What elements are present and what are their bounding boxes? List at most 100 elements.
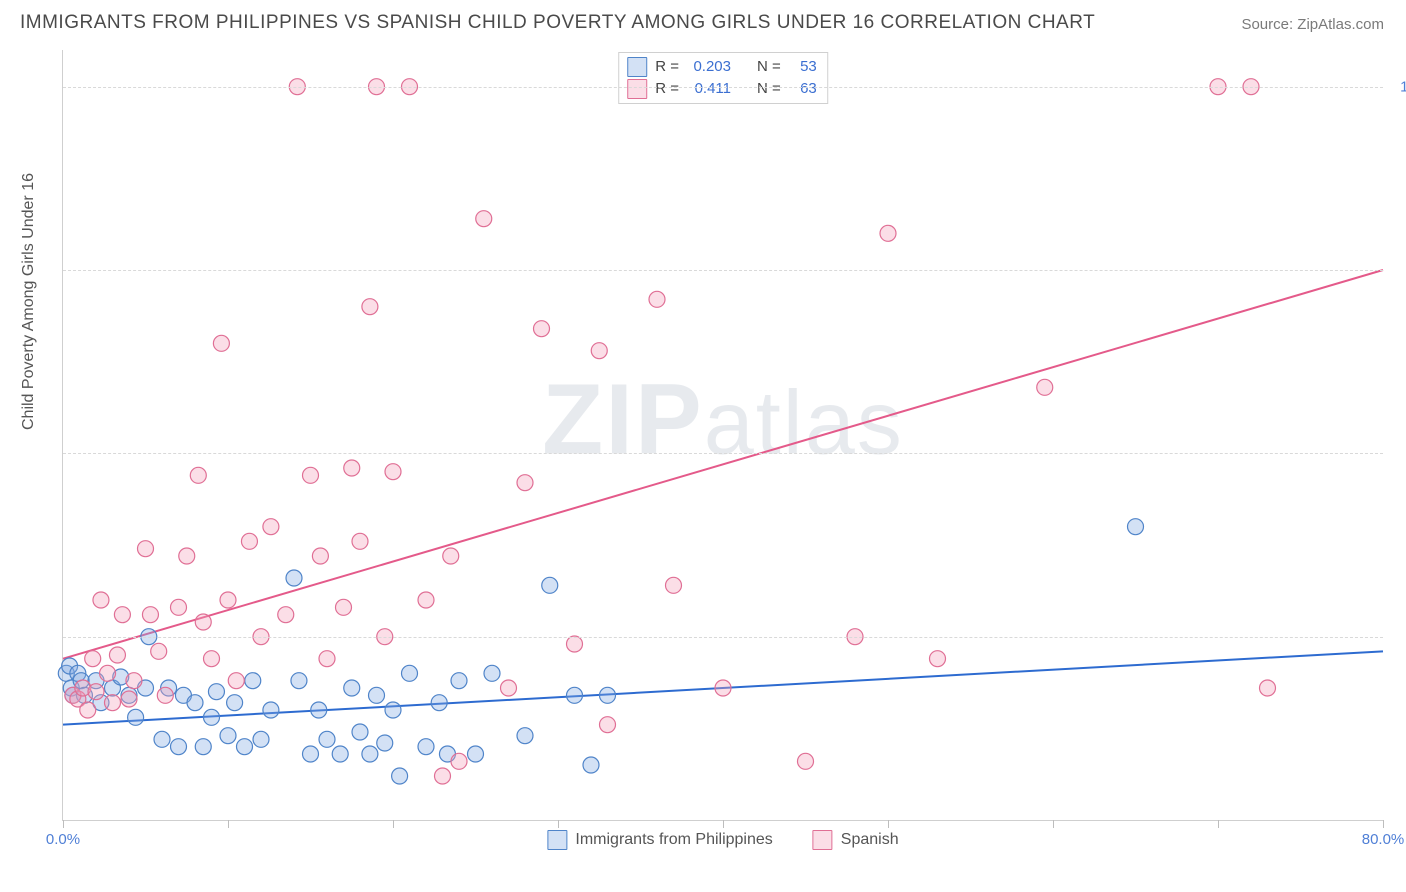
point-spanish [319, 651, 335, 667]
point-spanish [109, 647, 125, 663]
x-tick-label: 80.0% [1362, 831, 1405, 848]
chart-title: IMMIGRANTS FROM PHILIPPINES VS SPANISH C… [20, 12, 1095, 34]
point-spanish [517, 475, 533, 491]
point-spanish [443, 548, 459, 564]
series-legend-label: Immigrants from Philippines [575, 831, 772, 849]
point-philippines [402, 665, 418, 681]
point-philippines [344, 680, 360, 696]
point-philippines [392, 768, 408, 784]
point-philippines [121, 687, 137, 703]
point-philippines [204, 709, 220, 725]
series-legend-label: Spanish [841, 831, 899, 849]
legend-swatch-icon [627, 57, 647, 77]
x-tick [888, 820, 889, 828]
point-philippines [517, 728, 533, 744]
point-spanish [85, 651, 101, 667]
y-tick-label: 100.0% [1391, 78, 1406, 95]
point-spanish [798, 753, 814, 769]
point-spanish [362, 299, 378, 315]
point-spanish [190, 467, 206, 483]
scatter-points [63, 50, 1383, 820]
point-spanish [591, 343, 607, 359]
correlation-legend: R =0.203N =53R =0.411N =63 [618, 52, 828, 104]
point-spanish [228, 673, 244, 689]
point-philippines [70, 665, 86, 681]
legend-n-value: 53 [789, 56, 817, 78]
point-spanish [1260, 680, 1276, 696]
point-spanish [435, 768, 451, 784]
point-philippines [431, 695, 447, 711]
point-philippines [88, 673, 104, 689]
point-spanish [179, 548, 195, 564]
y-tick-label: 50.0% [1391, 445, 1406, 462]
point-philippines [195, 739, 211, 755]
point-philippines [187, 695, 203, 711]
point-philippines [76, 687, 92, 703]
point-spanish [501, 680, 517, 696]
point-philippines [161, 680, 177, 696]
point-spanish [75, 680, 91, 696]
x-tick [228, 820, 229, 828]
point-spanish [312, 548, 328, 564]
legend-swatch-icon [813, 830, 833, 850]
y-tick-label: 75.0% [1391, 262, 1406, 279]
point-philippines [227, 695, 243, 711]
point-spanish [567, 636, 583, 652]
point-spanish [263, 519, 279, 535]
point-spanish [241, 533, 257, 549]
point-philippines [58, 665, 74, 681]
point-philippines [567, 687, 583, 703]
point-philippines [319, 731, 335, 747]
point-spanish [88, 684, 104, 700]
series-legend-item-spanish: Spanish [813, 830, 899, 850]
point-philippines [451, 673, 467, 689]
point-philippines [253, 731, 269, 747]
gridline [63, 453, 1383, 454]
point-philippines [65, 687, 81, 703]
x-tick [723, 820, 724, 828]
x-tick [1053, 820, 1054, 828]
point-philippines [1128, 519, 1144, 535]
point-philippines [352, 724, 368, 740]
series-legend-item-philippines: Immigrants from Philippines [547, 830, 772, 850]
point-philippines [484, 665, 500, 681]
point-philippines [237, 739, 253, 755]
regression-line-spanish [63, 270, 1383, 659]
point-philippines [303, 746, 319, 762]
point-philippines [468, 746, 484, 762]
point-philippines [362, 746, 378, 762]
point-philippines [128, 709, 144, 725]
x-tick [1218, 820, 1219, 828]
point-spanish [220, 592, 236, 608]
legend-r-value: 0.203 [687, 56, 731, 78]
point-philippines [154, 731, 170, 747]
legend-n-value: 63 [789, 78, 817, 100]
point-spanish [126, 673, 142, 689]
point-spanish [213, 335, 229, 351]
point-philippines [439, 746, 455, 762]
point-spanish [418, 592, 434, 608]
point-spanish [204, 651, 220, 667]
point-spanish [151, 643, 167, 659]
legend-r-label: R = [655, 56, 679, 78]
point-philippines [63, 680, 79, 696]
point-spanish [600, 717, 616, 733]
point-spanish [65, 687, 81, 703]
point-spanish [100, 665, 116, 681]
x-tick [63, 820, 64, 828]
point-spanish [114, 607, 130, 623]
point-spanish [344, 460, 360, 476]
point-philippines [73, 673, 89, 689]
gridline [63, 637, 1383, 638]
x-tick [393, 820, 394, 828]
point-spanish [171, 599, 187, 615]
legend-n-label: N = [757, 78, 781, 100]
watermark: ZIPatlas [542, 362, 904, 477]
plot-area: ZIPatlas R =0.203N =53R =0.411N =63 Immi… [62, 50, 1383, 821]
point-philippines [208, 684, 224, 700]
point-philippines [385, 702, 401, 718]
point-philippines [263, 702, 279, 718]
point-philippines [93, 695, 109, 711]
point-philippines [369, 687, 385, 703]
regression-lines [63, 50, 1383, 820]
